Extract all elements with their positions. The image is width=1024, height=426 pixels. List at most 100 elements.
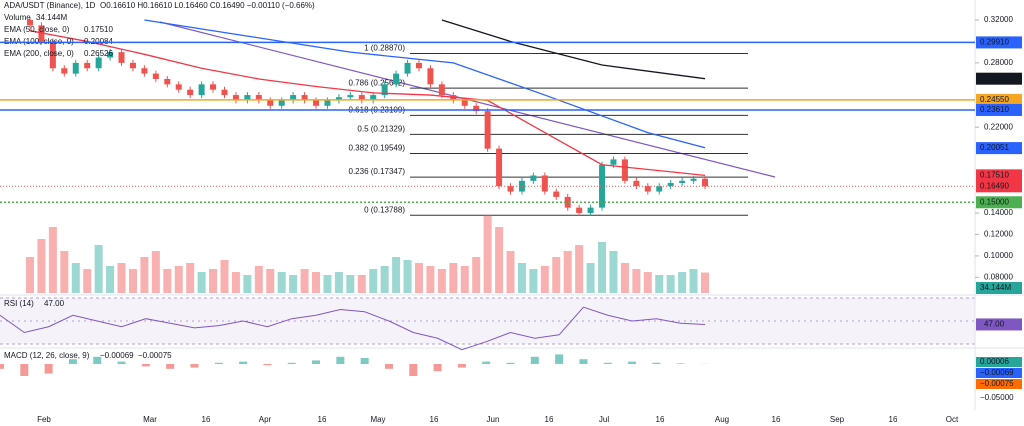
candle [267, 100, 274, 106]
macd-hist [287, 362, 296, 364]
price-badge [976, 180, 1022, 193]
volume-bar [483, 215, 492, 293]
fib-label: 0.236 (0.17347) [349, 167, 406, 176]
candle [187, 89, 194, 96]
volume-bar [289, 275, 298, 293]
macd-hist [93, 356, 102, 364]
macd-hist [117, 361, 126, 364]
candle [610, 159, 617, 165]
volume-bar [689, 269, 698, 293]
candle [381, 84, 388, 96]
volume-bar [460, 266, 469, 293]
legend-ema: EMA (200, close, 0) [4, 49, 74, 58]
volume-bar [163, 269, 172, 293]
volume-bar [540, 266, 549, 293]
candle [599, 164, 606, 208]
volume-bar [94, 245, 103, 293]
legend-symbol: ADA/USDT (Binance), 1D [4, 1, 96, 10]
candle [633, 180, 640, 187]
x-tick-label: Mar [143, 415, 157, 424]
candle [313, 100, 320, 106]
x-tick-label: Apr [259, 415, 272, 424]
legend-ema: EMA (50, close, 0) [4, 25, 70, 34]
volume-bar [277, 272, 286, 293]
volume-bar [186, 263, 195, 293]
x-tick-label: Jun [487, 415, 500, 424]
candle [278, 100, 285, 106]
candle [427, 68, 434, 85]
x-tick-label: Oct [946, 415, 959, 424]
candle [164, 78, 171, 85]
volume-bar [312, 272, 321, 293]
candle [221, 89, 228, 96]
price-pane: 1 (0.28870)0.786 (0.25642)0.618 (0.23109… [26, 17, 776, 293]
macd-hist [263, 364, 272, 366]
fib-label: 1 (0.28870) [364, 44, 405, 53]
candle [232, 95, 239, 101]
candle [553, 191, 560, 197]
volume-bar [437, 269, 446, 293]
volume-bar [151, 251, 160, 293]
volume-bar [26, 257, 34, 293]
volume-bar [552, 257, 561, 293]
fib-label: 0.382 (0.19549) [349, 144, 406, 153]
x-tick-label: Jul [599, 415, 609, 424]
volume-bar [403, 260, 412, 293]
macd-badge [976, 379, 1022, 389]
volume-bar [254, 266, 263, 293]
candle [564, 196, 571, 208]
volume-bar [575, 245, 584, 293]
volume-bar [220, 260, 229, 293]
volume-bar [495, 227, 504, 293]
legend-volume: Volume [4, 13, 31, 22]
legend-volume-value: 34.144M [36, 13, 67, 22]
macd-badge-label: 0.00006 [980, 357, 1009, 366]
macd-badge [976, 368, 1022, 378]
macd-badge [976, 357, 1022, 367]
legend-ema-value: 0.17510 [84, 25, 113, 34]
price-badge [976, 72, 1022, 85]
volume-bar [60, 251, 69, 293]
volume-bar [517, 263, 526, 293]
candle [129, 62, 136, 69]
x-tick-label: 16 [202, 415, 211, 424]
macd-label: MACD (12, 26, close, 9) [4, 351, 90, 360]
candle [484, 111, 491, 149]
volume-bar [655, 275, 664, 293]
legend-ema-value: 0.26526 [84, 49, 113, 58]
price-badge-label: 0.26526 [980, 74, 1009, 83]
volume-bar [243, 275, 252, 293]
volume-bar [83, 269, 92, 293]
volume-bar [666, 275, 675, 293]
x-tick-label: 16 [545, 415, 554, 424]
macd-badge-label: −0.00069 [980, 368, 1014, 377]
volume-bar [449, 263, 458, 293]
x-tick-label: 16 [772, 415, 781, 424]
candle [175, 84, 182, 90]
candle [656, 186, 663, 192]
ema-line [144, 19, 706, 149]
candle [690, 178, 697, 181]
candle [358, 95, 365, 101]
candle [198, 84, 205, 96]
macd-hist [433, 364, 442, 372]
volume-bar [586, 263, 595, 293]
volume-bar [678, 272, 687, 293]
candle [335, 97, 342, 101]
price-badge [976, 142, 1022, 155]
macd-hist [579, 359, 588, 364]
volume-bar [643, 272, 652, 293]
macd-hist [312, 360, 321, 364]
y-tick-label: 0.10000 [984, 251, 1013, 260]
volume-bar [701, 272, 709, 293]
volume-bar [380, 266, 389, 293]
macd-hist [44, 364, 53, 374]
fib-label: 0.786 (0.25642) [349, 78, 406, 87]
candle [244, 95, 251, 101]
candle [587, 207, 594, 213]
ema-line [441, 19, 706, 80]
candle [290, 95, 297, 101]
volume-bar [323, 275, 332, 293]
volume-bar [266, 269, 275, 293]
price-badge-label: 0.20051 [980, 143, 1009, 152]
